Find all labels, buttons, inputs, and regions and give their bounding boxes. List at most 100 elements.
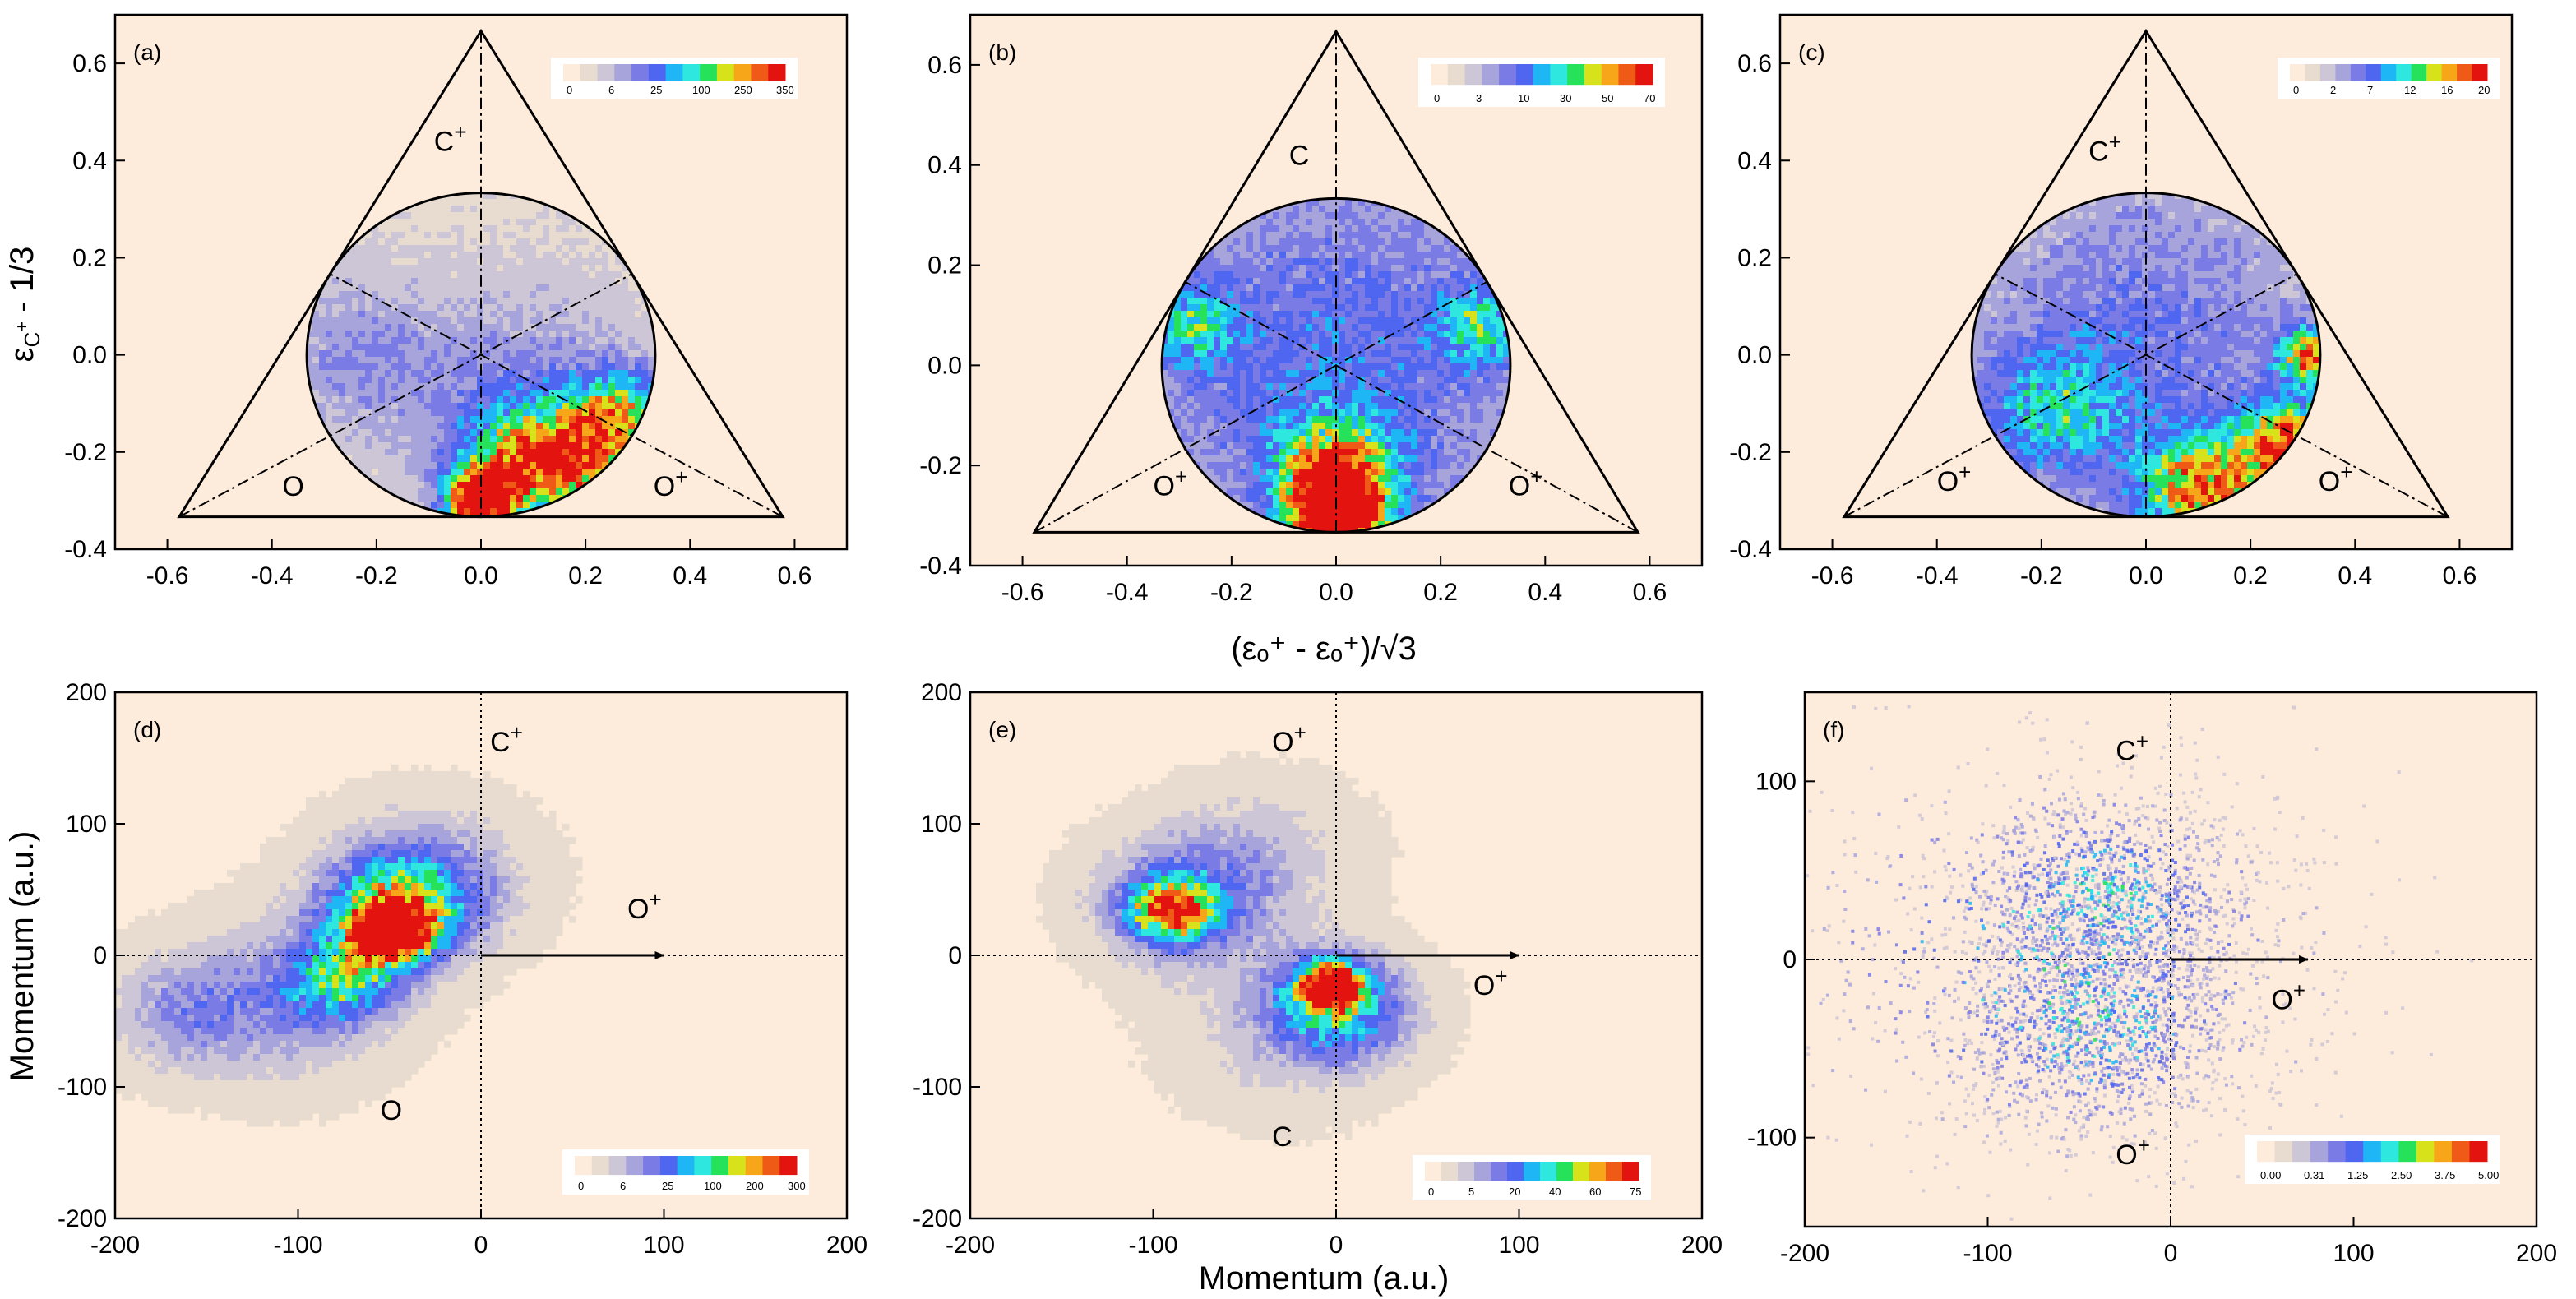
y-tick-label: -0.4 — [1729, 536, 1772, 563]
y-tick-label: 0.2 — [72, 244, 107, 271]
median-line — [1185, 280, 1639, 534]
annotation-label: O+ — [2271, 978, 2305, 1016]
colorbar-tick-label: 50 — [1602, 92, 1613, 104]
colorbar-swatch — [1482, 64, 1500, 86]
colorbar-tick-label: 25 — [662, 1180, 673, 1192]
x-tick-label: -100 — [1963, 1240, 2012, 1267]
colorbar-swatch — [2451, 1141, 2470, 1163]
colorbar-tick-label: 10 — [1518, 92, 1529, 104]
panel-c: -0.6 -0.4 -0.2 0.0 0.2 0.4 0.6 -0.4 -0.2 0.0 0.2 0.… — [1729, 13, 2514, 589]
colorbar-swatch — [2380, 64, 2397, 81]
colorbar: 0.00 0.31 1.25 2.50 3.75 5.00 — [2245, 1135, 2500, 1184]
colorbar-swatch — [2310, 1141, 2329, 1163]
y-tick-label: 0.0 — [72, 342, 107, 369]
colorbar-swatch — [711, 1156, 729, 1176]
colorbar-tick-label: 300 — [788, 1180, 806, 1192]
colorbar-tick-label: 5.00 — [2478, 1169, 2499, 1181]
colorbar-swatch — [700, 64, 718, 81]
colorbar-swatch — [1447, 64, 1466, 86]
colorbar-swatch — [1499, 64, 1517, 86]
colorbar-tick-label: 20 — [2478, 84, 2490, 96]
x-axis-label-bottom: Momentum (a.u.) — [1199, 1260, 1450, 1297]
y-tick-label: 0.6 — [1737, 50, 1772, 77]
colorbar-swatch — [2366, 64, 2382, 81]
colorbar-tick-label: 0 — [2293, 84, 2299, 96]
x-tick-label: 0.6 — [778, 562, 812, 589]
colorbar-swatch — [2416, 1141, 2435, 1163]
median-line — [1843, 273, 2297, 518]
colorbar-swatch — [716, 64, 735, 81]
annotation-label: O+ — [1154, 465, 1188, 502]
colorbar-swatch — [631, 64, 650, 81]
annotation-label: C+ — [490, 720, 523, 758]
y-tick-label: 0 — [93, 942, 107, 969]
colorbar-swatch — [1606, 1162, 1623, 1181]
colorbar-swatch — [2363, 1141, 2382, 1163]
colorbar-swatch — [762, 1156, 780, 1176]
colorbar-tick-label: 75 — [1630, 1186, 1641, 1198]
colorbar-swatch — [2257, 1141, 2276, 1163]
annotation-label: O+ — [1509, 465, 1543, 502]
x-tick-label: 100 — [2333, 1240, 2374, 1267]
y-tick-label: 0.4 — [1737, 147, 1772, 174]
colorbar-swatch — [626, 1156, 644, 1176]
x-tick-label: -100 — [273, 1232, 322, 1259]
colorbar-swatch — [694, 1156, 712, 1176]
colorbar-swatch — [1491, 1162, 1508, 1181]
colorbar-swatch — [733, 64, 752, 81]
x-tick-label: 0 — [2164, 1240, 2178, 1267]
heatmap — [1036, 751, 1471, 1147]
x-tick-label: 100 — [643, 1232, 684, 1259]
x-tick-label: 0.4 — [2338, 562, 2372, 589]
x-tick-label: 0.6 — [2443, 562, 2477, 589]
x-tick-label: -0.2 — [1210, 579, 1253, 606]
colorbar-tick-label: 20 — [1509, 1186, 1520, 1198]
panel-e: -200 -100 0 100 200 -200 -100 0 100 200 (e) O+ O+ C 0 5… — [913, 679, 1723, 1259]
colorbar-swatch — [1540, 1162, 1557, 1181]
panel-label: (b) — [988, 39, 1016, 65]
colorbar-swatch — [1556, 1162, 1574, 1181]
annotation-label: C — [1289, 141, 1310, 172]
y-tick-label: 100 — [66, 811, 107, 838]
colorbar-tick-label: 2.50 — [2391, 1169, 2412, 1181]
x-tick-label: 100 — [1498, 1232, 1539, 1259]
colorbar-swatch — [2426, 64, 2443, 81]
x-tick-label: -0.6 — [1811, 562, 1854, 589]
x-tick-label: -200 — [90, 1232, 140, 1259]
colorbar-tick-label: 0 — [567, 84, 572, 96]
annotation-label: C+ — [2088, 129, 2121, 167]
y-tick-label: 0.6 — [927, 52, 962, 79]
annotation-label: O — [282, 471, 303, 502]
x-tick-label: -200 — [946, 1232, 995, 1259]
x-tick-label: -0.6 — [146, 562, 189, 589]
panel-label: (f) — [1823, 717, 1844, 742]
colorbar-swatch — [2328, 1141, 2347, 1163]
annotation-label: O+ — [1473, 964, 1508, 1001]
panel-f: -200 -100 0 100 200 -100 0 100 (f) C+ O+ O+ 0.00 0.31… — [1747, 691, 2557, 1267]
colorbar-tick-label: 250 — [734, 84, 752, 96]
median-line — [330, 273, 784, 518]
y-tick-label: 100 — [921, 811, 962, 838]
colorbar-tick-label: 0 — [578, 1180, 584, 1192]
x-tick-label: -0.4 — [1106, 579, 1149, 606]
colorbar-swatch — [1567, 64, 1585, 86]
x-tick-label: 0.2 — [568, 562, 603, 589]
x-tick-label: -200 — [1780, 1240, 1829, 1267]
colorbar-swatch — [779, 1156, 798, 1176]
colorbar-tick-label: 7 — [2367, 84, 2373, 96]
y-tick-label: -0.2 — [1729, 439, 1772, 466]
colorbar-tick-label: 5 — [1468, 1186, 1474, 1198]
colorbar-swatch — [2290, 64, 2305, 81]
x-tick-label: -100 — [1128, 1232, 1177, 1259]
colorbar-swatch — [1584, 64, 1602, 86]
y-tick-label: -200 — [913, 1205, 962, 1232]
colorbar: 0 6 25 100 200 300 — [562, 1149, 809, 1195]
y-tick-label: 0.2 — [927, 252, 962, 280]
heatmap — [115, 765, 583, 1127]
y-tick-label: -0.4 — [64, 536, 107, 563]
colorbar-swatch — [1524, 1162, 1541, 1181]
colorbar-swatch — [2434, 1141, 2453, 1163]
colorbar-swatch — [575, 1156, 593, 1176]
median-line — [1034, 280, 1487, 534]
colorbar-swatch — [745, 1156, 763, 1176]
